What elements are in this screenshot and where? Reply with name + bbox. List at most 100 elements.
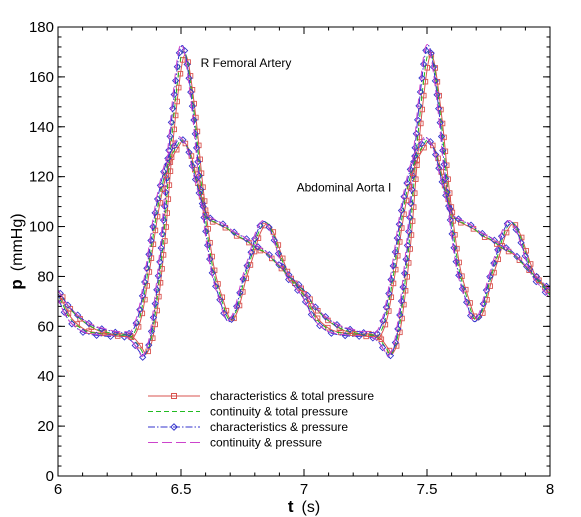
legend-marker: [170, 423, 178, 431]
series-marker: [494, 246, 502, 254]
series-marker: [415, 102, 423, 110]
series-marker: [243, 262, 251, 270]
series-marker: [156, 258, 164, 266]
series-marker: [426, 138, 434, 146]
y-tick-label: 40: [37, 368, 54, 385]
series-marker: [227, 315, 236, 323]
series-marker: [298, 285, 304, 292]
series-marker: [174, 98, 180, 105]
series-marker: [394, 325, 402, 333]
series-marker: [150, 241, 157, 248]
series-marker: [419, 106, 426, 113]
series-marker: [311, 303, 320, 311]
series-marker: [175, 84, 182, 91]
curve-annotation: Abdominal Aorta I: [297, 181, 392, 195]
series-marker: [391, 338, 400, 347]
x-tick-label: 7.5: [417, 481, 438, 498]
series-marker: [382, 303, 390, 311]
series-marker: [64, 301, 72, 309]
annotation-layer: R Femoral Artery Abdominal Aorta I: [201, 56, 392, 195]
x-tick-label: 7: [300, 481, 308, 498]
series-marker: [399, 283, 407, 291]
series-marker: [59, 294, 66, 300]
series-marker: [182, 140, 189, 147]
curves-layer: [58, 44, 550, 361]
series-marker: [247, 248, 255, 256]
series-marker: [166, 182, 173, 188]
series-marker: [430, 142, 436, 149]
series-marker: [295, 280, 303, 289]
series-marker: [478, 229, 486, 238]
series-marker: [132, 319, 140, 327]
series-marker: [394, 252, 401, 259]
y-tick-label: 100: [29, 219, 54, 236]
series-marker: [491, 269, 497, 276]
series-marker: [148, 255, 155, 261]
series-marker: [396, 311, 404, 319]
series-marker: [243, 275, 250, 282]
series-marker: [438, 106, 444, 113]
series-line: [58, 137, 550, 335]
series-marker: [316, 322, 324, 330]
series-marker: [74, 311, 82, 319]
series-line: [58, 139, 550, 338]
series-marker: [512, 225, 520, 234]
series-marker: [131, 341, 139, 350]
series-marker: [192, 144, 201, 152]
series-marker: [386, 352, 395, 360]
series-marker: [162, 238, 168, 244]
series-marker: [406, 165, 414, 174]
y-tick-label: 60: [37, 318, 54, 335]
series-marker: [149, 223, 157, 231]
series-marker: [456, 259, 462, 266]
series-marker: [160, 168, 168, 176]
series-marker: [397, 206, 406, 215]
series-marker: [160, 186, 166, 192]
series-marker: [542, 282, 550, 290]
legend-entry: characteristics & total pressure: [148, 389, 374, 403]
series-marker: [151, 300, 159, 308]
series-marker: [391, 248, 399, 256]
series-marker: [159, 266, 165, 272]
series-marker: [487, 283, 493, 289]
series-marker: [497, 232, 506, 240]
series-marker: [141, 278, 149, 286]
series-marker: [195, 172, 203, 180]
series-marker: [436, 118, 444, 127]
y-tick-label: 180: [29, 19, 54, 36]
series-marker: [275, 261, 283, 269]
series-marker: [85, 319, 93, 328]
series-marker: [158, 230, 167, 238]
series-marker: [251, 235, 259, 243]
series-marker: [408, 232, 415, 238]
series-marker: [172, 76, 180, 85]
series-marker: [403, 241, 412, 250]
series-marker: [166, 132, 174, 140]
series-marker: [142, 296, 148, 303]
series-marker: [307, 296, 313, 302]
series-marker: [152, 321, 158, 328]
series-marker: [490, 236, 499, 244]
series-marker: [490, 259, 498, 267]
series-marker: [433, 91, 441, 99]
series-marker: [251, 248, 258, 255]
series-marker: [242, 235, 251, 243]
series-marker: [285, 271, 293, 279]
series-marker: [173, 63, 181, 71]
series-marker: [255, 235, 262, 241]
curve-annotation: R Femoral Artery: [201, 56, 292, 70]
series-marker: [392, 266, 399, 273]
series-marker: [404, 274, 410, 280]
x-tick-label: 8: [546, 481, 554, 498]
series-marker: [532, 272, 541, 281]
series-marker: [410, 204, 417, 210]
series-marker: [399, 225, 405, 231]
series-marker: [147, 236, 155, 245]
legend-marker: [171, 393, 177, 399]
curve-r-femoral-artery: [58, 44, 550, 361]
legend-entry: continuity & total pressure: [148, 405, 348, 419]
legend-label: continuity & pressure: [210, 436, 322, 450]
series-marker: [459, 273, 465, 279]
